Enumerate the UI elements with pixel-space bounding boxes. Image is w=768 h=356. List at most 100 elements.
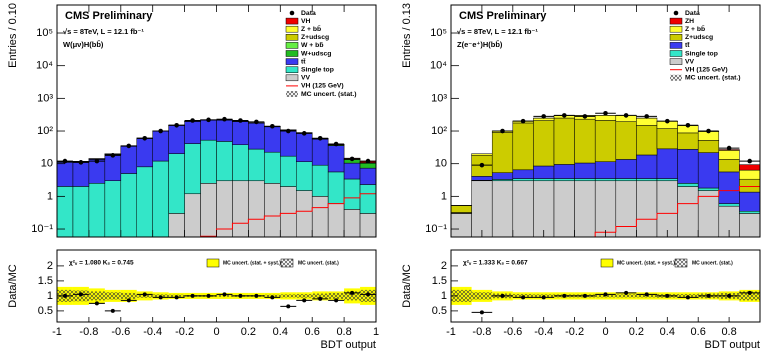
ratio-point: [190, 293, 195, 298]
legend-swatch: [206, 258, 220, 268]
stat-band: [451, 289, 472, 302]
legend-label: MC uncert. (stat. + syst.): [223, 260, 281, 266]
legend-label: tt̄: [685, 41, 690, 50]
fit-text: χ²ᵥ = 1.333 Kₛ = 0.667: [463, 260, 528, 267]
x-tick-label: -0.4: [143, 326, 162, 338]
ratio-point: [665, 293, 670, 298]
stack-bar: [697, 190, 720, 237]
stack-bar: [359, 163, 376, 169]
legend-marker: [289, 10, 295, 16]
x-tick-label: 0.8: [336, 326, 351, 338]
legend-label: Z + bb̄: [301, 24, 321, 33]
stat-band: [296, 294, 313, 298]
signal-line: [295, 210, 313, 214]
stack-bar: [718, 203, 740, 207]
signal-line: [513, 272, 534, 285]
ratio-y-tick-label: 0.5: [432, 305, 447, 317]
stack-bar: [136, 166, 153, 237]
stack-bar: [104, 154, 122, 181]
ratio-point: [582, 293, 587, 298]
ratio-point: [706, 293, 711, 298]
stack-bar: [311, 196, 329, 237]
data-point: [285, 128, 291, 134]
y-tick-label: 10⁴: [430, 60, 447, 72]
legend-label: MC uncert. (stat.): [692, 260, 733, 266]
stat-band: [312, 293, 329, 299]
signal-line: [635, 218, 657, 227]
legend-label: Single top: [685, 50, 718, 57]
ratio-point: [62, 293, 67, 298]
legend-label: MC uncert. (stat.): [685, 75, 741, 82]
stack-bar: [152, 160, 169, 237]
data-point: [254, 119, 259, 125]
data-point: [317, 135, 323, 141]
data-point: [78, 160, 84, 165]
legend-swatch: [674, 258, 688, 268]
stack-bar: [697, 152, 720, 189]
stack-bar: [216, 119, 233, 142]
y-tick-label: 1: [47, 190, 53, 202]
stack-bar: [656, 180, 678, 237]
signal-line: [359, 193, 376, 198]
legend-swatch: [285, 42, 299, 49]
stack-bar: [533, 165, 555, 179]
stack-bar: [471, 180, 493, 237]
ratio-point: [78, 292, 83, 297]
x-axis-label: BDT output: [321, 339, 376, 351]
ratio-point: [238, 293, 243, 298]
ratio-point: [603, 292, 608, 297]
ratio-point: [366, 292, 371, 297]
y-tick-label: 10²: [37, 125, 53, 137]
legend-label: VH (125 GeV): [301, 83, 344, 90]
x-tick-label: -0.2: [175, 326, 194, 338]
stack-bar: [512, 122, 534, 171]
ratio-point: [644, 292, 649, 297]
stack-bar: [359, 213, 376, 237]
x-axis-label: BDT output: [705, 339, 760, 351]
stack-bar: [718, 159, 740, 173]
stack-bar: [615, 159, 637, 179]
stack-bar: [697, 140, 720, 153]
stack-bar: [184, 143, 201, 195]
legend-swatch: [285, 66, 299, 73]
ratio-y-tick-label: 1: [441, 290, 447, 302]
y-tick-label: 10: [41, 158, 53, 170]
legend-swatch: [285, 50, 299, 57]
data-point: [110, 153, 116, 158]
ratio-y-tick-label: 1: [47, 290, 53, 302]
legend-swatch: [285, 25, 299, 33]
stack-bar: [264, 151, 281, 184]
stack-bar: [72, 162, 90, 187]
ratio-point: [685, 295, 690, 300]
stat-band: [471, 292, 493, 300]
signal-line: [533, 262, 554, 272]
chart-subtitle: √s = 8TeV, L = 12.1 fb⁻¹: [457, 27, 538, 36]
stack-bar: [153, 239, 169, 297]
signal-line: [656, 212, 678, 220]
data-point: [333, 141, 339, 147]
stat-band: [88, 291, 105, 301]
y-axis-label: Entries / 0.10: [7, 3, 19, 68]
stack-bar: [137, 252, 153, 297]
stack-bar: [168, 125, 185, 154]
signal-line: [231, 222, 249, 230]
signal-line: [677, 203, 699, 214]
data-point: [479, 162, 485, 168]
stack-bar: [697, 187, 720, 191]
ratio-point: [624, 290, 629, 295]
ratio-point: [110, 308, 115, 313]
stack-bar: [311, 164, 329, 197]
signal-line: [200, 235, 217, 237]
ratio-point: [747, 290, 752, 295]
ratio-y-tick-label: 2: [441, 260, 447, 272]
x-tick-label: -0.6: [503, 326, 522, 338]
stack-bar: [232, 180, 249, 237]
data-point: [126, 143, 132, 149]
stack-bar: [677, 186, 699, 237]
stat-band: [344, 291, 361, 301]
x-tick-label: -0.6: [111, 326, 130, 338]
legend-swatch: [669, 34, 683, 41]
y-tick-label: 10³: [37, 92, 53, 104]
stack-bar: [553, 164, 575, 179]
